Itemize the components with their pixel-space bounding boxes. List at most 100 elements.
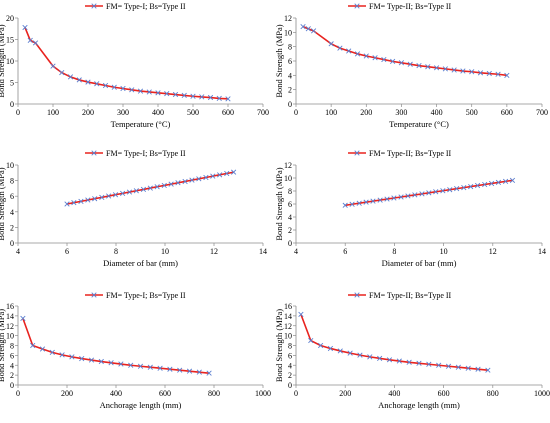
data-point [172, 91, 179, 98]
y-tick-label: 5 [10, 79, 14, 88]
data-point [468, 183, 474, 190]
legend-marker [91, 150, 97, 156]
data-point [433, 65, 440, 71]
y-tick-label: 4 [10, 361, 14, 370]
y-tick-label: 12 [284, 322, 292, 331]
chart-panel-3: 4 6 8 10 12 14 0 2 4 6 8 10 Diameter of bar (mm) Bond… [0, 149, 267, 268]
y-tick-label: 6 [10, 351, 14, 360]
data-point [140, 186, 147, 193]
data-point [71, 200, 77, 206]
x-tick-label: 0 [16, 108, 20, 117]
y-tick-label: 0 [10, 239, 14, 248]
y-tick-label: 8 [288, 187, 292, 196]
x-axis-label: Anchorage length (mm) [100, 400, 182, 410]
x-tick-label: 500 [466, 108, 478, 117]
data-point [99, 194, 105, 200]
data-point [59, 69, 65, 76]
y-tick-label: 8 [288, 43, 292, 52]
x-tick-label: 100 [47, 108, 59, 117]
series-line [24, 27, 229, 100]
y-tick-label: 2 [288, 226, 292, 235]
data-point [190, 93, 196, 99]
y-tick-label: 2 [10, 371, 14, 380]
data-point [67, 74, 74, 80]
legend: FM= Type-I; Bs=Type II [85, 291, 186, 300]
data-point [39, 346, 46, 352]
data-point [129, 87, 135, 93]
data-point [137, 363, 144, 369]
y-tick-label: 0 [288, 100, 292, 109]
data-point [181, 92, 187, 99]
data-point [495, 71, 501, 77]
data-point [477, 70, 484, 76]
legend-marker [354, 3, 360, 9]
data-point [354, 51, 361, 57]
x-tick-label: 8 [114, 247, 118, 256]
data-point [433, 189, 439, 195]
x-tick-label: 400 [388, 389, 400, 398]
legend: FM= Type-II; Bs=Type II [348, 291, 452, 300]
data-point [474, 182, 481, 189]
x-tick-label: 10 [161, 247, 169, 256]
x-tick-label: 600 [501, 108, 513, 117]
y-axis-label: Bond Strength (MPa) [274, 167, 284, 240]
x-tick-label: 1000 [255, 389, 271, 398]
data-point [486, 70, 492, 77]
data-point [120, 85, 126, 92]
y-axis-label: Bond Strength (MPa) [0, 167, 6, 240]
data-point [426, 361, 432, 367]
data-point [337, 348, 343, 354]
data-point [32, 40, 39, 46]
data-point [460, 68, 466, 74]
x-tick-label: 600 [438, 389, 450, 398]
data-point [416, 360, 422, 366]
legend-label: FM= Type-I; Bs=Type II [106, 149, 186, 158]
y-axis-label: Bond Strength (MPa) [0, 24, 6, 97]
y-tick-label: 6 [288, 351, 292, 360]
data-point [455, 364, 461, 370]
data-point [94, 81, 100, 87]
data-point [442, 66, 448, 72]
data-point [98, 358, 104, 365]
x-tick-label: 400 [152, 108, 164, 117]
data-point [469, 69, 475, 75]
data-point [405, 193, 411, 199]
y-tick-label: 10 [6, 161, 14, 170]
data-point [207, 94, 214, 101]
x-axis-label: Diameter of bar (mm) [103, 258, 178, 268]
x-tick-label: 400 [110, 389, 122, 398]
data-point [119, 190, 126, 197]
data-point [398, 60, 405, 66]
data-point [108, 360, 114, 366]
data-point [186, 368, 193, 374]
data-point [386, 357, 393, 363]
data-point [118, 361, 124, 367]
data-point [502, 178, 509, 184]
y-tick-label: 10 [6, 57, 14, 66]
data-point [69, 354, 75, 360]
data-point [370, 198, 376, 204]
data-point [509, 177, 516, 183]
data-point [390, 58, 396, 64]
data-point [347, 350, 353, 356]
data-point [475, 366, 481, 372]
data-point [49, 349, 55, 356]
y-tick-label: 2 [10, 223, 14, 232]
x-tick-label: 700 [536, 108, 548, 117]
data-point [88, 357, 95, 363]
data-point [465, 365, 471, 371]
x-tick-label: 10 [440, 247, 448, 256]
data-point [485, 367, 491, 373]
x-tick-label: 300 [117, 108, 129, 117]
data-point [79, 355, 85, 362]
data-point [308, 337, 314, 344]
data-point [147, 364, 153, 370]
x-tick-label: 300 [395, 108, 407, 117]
x-tick-label: 6 [65, 247, 69, 256]
data-point [451, 67, 457, 73]
y-tick-label: 14 [6, 312, 14, 321]
x-tick-label: 400 [431, 108, 443, 117]
y-tick-label: 2 [288, 371, 292, 380]
